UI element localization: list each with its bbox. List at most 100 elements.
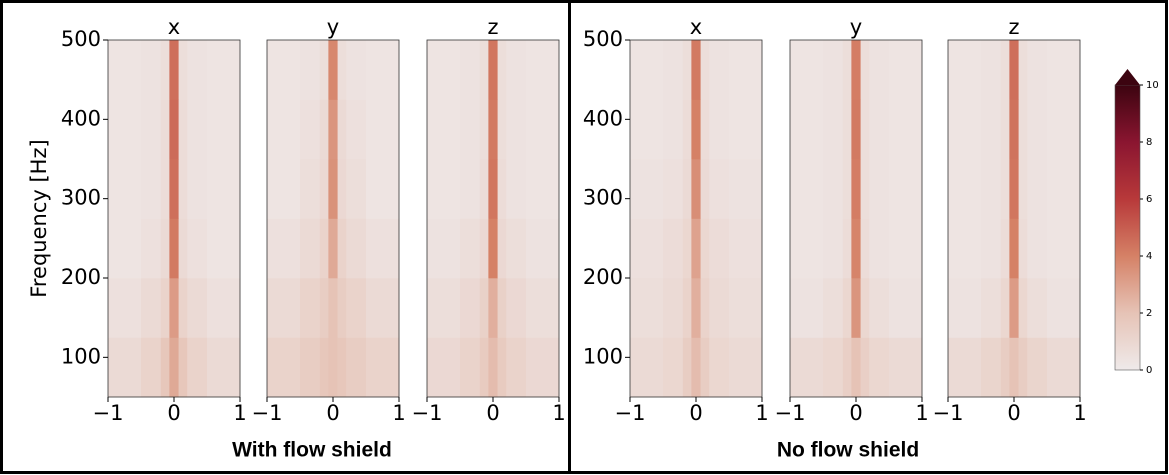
heat-cell <box>187 218 208 279</box>
heat-cell <box>860 218 870 279</box>
heat-cell <box>860 337 870 398</box>
heat-cell <box>526 99 560 160</box>
heat-cell <box>366 218 400 279</box>
heat-cell <box>319 159 329 219</box>
heat-cell <box>663 40 684 100</box>
heat-cell <box>319 40 329 100</box>
heat-cell <box>488 159 498 219</box>
heat-cell <box>337 337 347 398</box>
heat-cell <box>300 278 321 338</box>
heat-cell <box>691 337 701 398</box>
heat-cell <box>160 218 170 279</box>
heat-cell <box>729 278 763 338</box>
y-tick-label: 400 <box>583 106 623 130</box>
heat-cell <box>497 218 507 279</box>
heat-cell <box>691 278 701 338</box>
heat-cell <box>981 40 1002 100</box>
panel-title: x <box>168 15 180 39</box>
heat-cell <box>790 218 824 279</box>
panel-title: x <box>690 15 702 39</box>
y-tick-label: 100 <box>583 344 623 368</box>
heat-cell <box>1018 278 1028 338</box>
heat-cell <box>1018 99 1028 160</box>
heat-cell <box>497 337 507 398</box>
heat-cell <box>981 278 1002 338</box>
heat-cell <box>207 159 241 219</box>
heat-cell <box>691 218 701 279</box>
heat-cell <box>300 337 321 398</box>
heat-cell <box>700 40 710 100</box>
x-tick-label: −1 <box>615 401 646 425</box>
heat-cell <box>700 218 710 279</box>
heat-cell <box>869 337 890 398</box>
heat-cell <box>506 218 527 279</box>
heat-cell <box>981 99 1002 160</box>
heat-cell <box>187 278 208 338</box>
heat-cell <box>187 159 208 219</box>
colorbar-tick-label: 6 <box>1146 194 1152 205</box>
panel-title: y <box>327 15 339 39</box>
heat-cell <box>488 218 498 279</box>
heat-cell <box>497 278 507 338</box>
heat-cell <box>1027 278 1048 338</box>
heat-cell <box>1009 40 1019 100</box>
heat-cell <box>860 99 870 160</box>
heat-cell <box>267 159 301 219</box>
heat-cell <box>141 337 162 398</box>
heat-cell <box>860 278 870 338</box>
panel-title: z <box>1008 15 1019 39</box>
heat-cell <box>526 337 560 398</box>
heat-cell <box>1018 218 1028 279</box>
heat-cell <box>682 218 692 279</box>
heat-cell <box>488 278 498 338</box>
heat-cell <box>488 337 498 398</box>
x-tick-label: 1 <box>1073 401 1086 425</box>
heat-cell <box>869 278 890 338</box>
heat-cell <box>207 99 241 160</box>
heat-cell <box>1000 99 1010 160</box>
heat-cell <box>630 99 664 160</box>
heat-cell <box>790 337 824 398</box>
heat-cell <box>1027 337 1048 398</box>
heat-cell <box>889 40 923 100</box>
heat-cell <box>851 159 861 219</box>
heat-cell <box>709 337 730 398</box>
heat-cell <box>300 40 321 100</box>
y-tick-label: 400 <box>61 106 101 130</box>
heat-cell <box>981 337 1002 398</box>
heat-cell <box>178 218 188 279</box>
heat-cell <box>178 99 188 160</box>
colorbar-tick-label: 10 <box>1146 80 1159 91</box>
heat-cell <box>497 99 507 160</box>
heat-cell <box>479 337 489 398</box>
heat-cell <box>842 159 852 219</box>
x-tick-label: 1 <box>915 401 928 425</box>
x-tick-label: 0 <box>1007 401 1020 425</box>
panel-title: z <box>487 15 498 39</box>
heat-cell <box>823 99 844 160</box>
heat-cell <box>160 99 170 160</box>
heat-cell <box>479 159 489 219</box>
heat-cell <box>948 337 982 398</box>
heat-cell <box>178 278 188 338</box>
heat-cell <box>169 99 179 160</box>
heat-cell <box>709 218 730 279</box>
heat-cell <box>1009 337 1019 398</box>
heat-cell <box>981 218 1002 279</box>
colorbar-tick-label: 0 <box>1146 365 1152 376</box>
heat-cell <box>851 218 861 279</box>
heat-cell <box>700 278 710 338</box>
heat-cell <box>460 278 481 338</box>
heat-cell <box>682 337 692 398</box>
heat-cell <box>630 40 664 100</box>
y-tick-label: 500 <box>583 27 623 51</box>
heat-cell <box>630 278 664 338</box>
group-label: No flow shield <box>777 439 919 462</box>
heat-cell <box>663 278 684 338</box>
heat-cell <box>526 40 560 100</box>
heat-cell <box>346 337 367 398</box>
heat-cell <box>889 99 923 160</box>
heat-cell <box>682 99 692 160</box>
x-tick-label: 0 <box>326 401 339 425</box>
